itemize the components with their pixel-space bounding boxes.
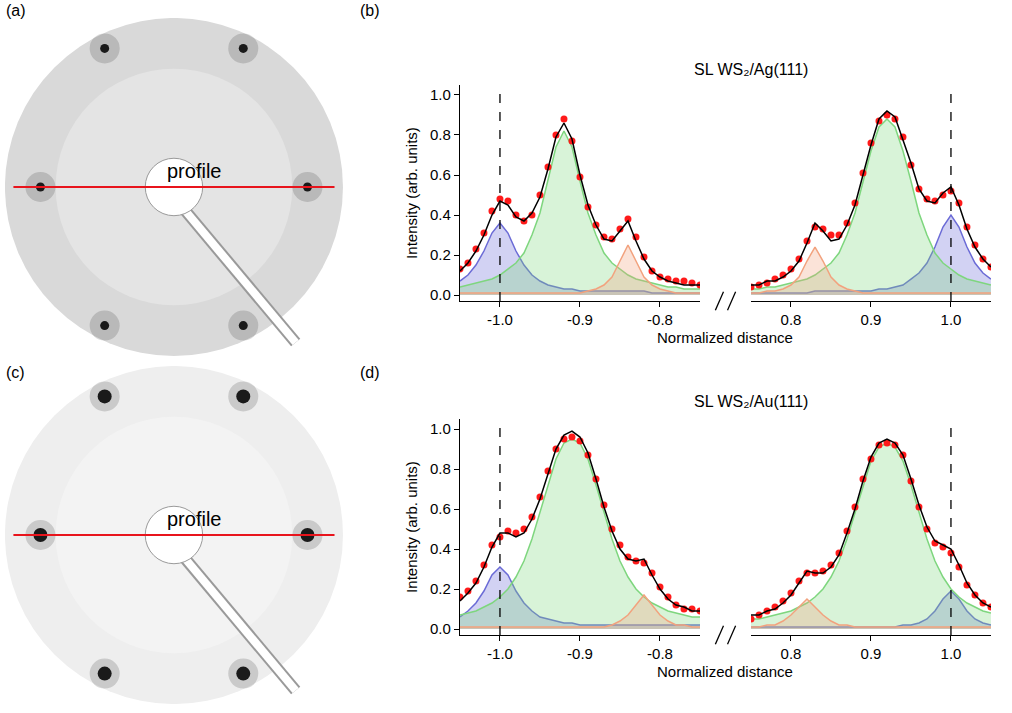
svg-text:0.8: 0.8 [781, 645, 802, 662]
svg-text:0.6: 0.6 [430, 166, 451, 183]
svg-text:0.4: 0.4 [430, 206, 451, 223]
svg-text:(a): (a) [6, 2, 26, 19]
svg-text:0.8: 0.8 [430, 126, 451, 143]
svg-text:0.0: 0.0 [430, 620, 451, 637]
svg-text:profile: profile [167, 508, 221, 530]
svg-text:0.9: 0.9 [861, 645, 882, 662]
svg-text:Intensity (arb. units): Intensity (arb. units) [403, 461, 420, 593]
svg-text:(b): (b) [360, 2, 380, 19]
svg-text:0.6: 0.6 [430, 500, 451, 517]
svg-text:-0.9: -0.9 [567, 311, 593, 328]
svg-text:0.0: 0.0 [430, 286, 451, 303]
svg-text:0.2: 0.2 [430, 246, 451, 263]
svg-text:1.0: 1.0 [430, 86, 451, 103]
svg-text:0.8: 0.8 [430, 460, 451, 477]
svg-text:profile: profile [167, 160, 221, 182]
svg-text:-0.8: -0.8 [647, 311, 673, 328]
svg-text:(d): (d) [360, 364, 380, 381]
svg-text:-0.9: -0.9 [567, 645, 593, 662]
svg-text:1.0: 1.0 [941, 645, 962, 662]
svg-text:-1.0: -1.0 [487, 311, 513, 328]
svg-text:0.8: 0.8 [781, 311, 802, 328]
svg-text:Intensity (arb. units): Intensity (arb. units) [403, 127, 420, 259]
svg-text:Normalized distance: Normalized distance [657, 329, 793, 346]
svg-text:SL WS₂/Ag(111): SL WS₂/Ag(111) [694, 61, 808, 78]
svg-text:Normalized distance: Normalized distance [657, 663, 793, 680]
svg-text:-1.0: -1.0 [487, 645, 513, 662]
svg-text:SL WS₂/Au(111): SL WS₂/Au(111) [694, 393, 808, 410]
svg-text:1.0: 1.0 [941, 311, 962, 328]
svg-text:(c): (c) [6, 364, 25, 381]
svg-text:0.4: 0.4 [430, 540, 451, 557]
svg-text:0.9: 0.9 [861, 311, 882, 328]
svg-text:1.0: 1.0 [430, 420, 451, 437]
svg-text:-0.8: -0.8 [647, 645, 673, 662]
svg-text:0.2: 0.2 [430, 580, 451, 597]
